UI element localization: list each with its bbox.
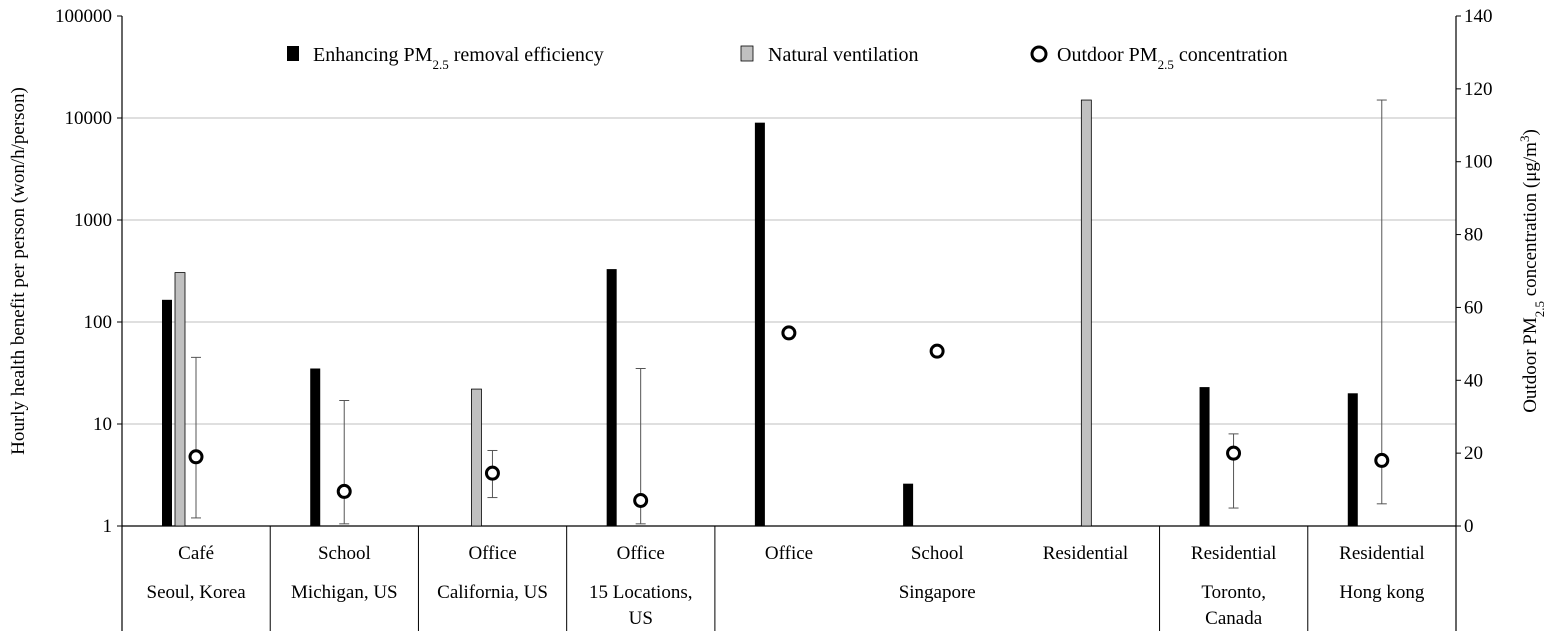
marker-outdoor (1374, 452, 1390, 468)
y-left-tick-label: 10000 (65, 108, 113, 129)
location-label: Toronto, (1201, 582, 1266, 603)
y-right-tick-label: 40 (1464, 370, 1483, 391)
location-label: Singapore (899, 582, 976, 603)
y-right-tick-label: 100 (1464, 152, 1493, 173)
legend-swatch-natural (740, 45, 754, 62)
y-left-tick-label: 1000 (74, 210, 112, 231)
category-label: Café (178, 543, 214, 564)
bar-natural (471, 388, 482, 527)
category-label: Office (468, 543, 516, 564)
bar-enhancing (754, 122, 765, 526)
location-label: Seoul, Korea (147, 582, 247, 603)
legend-swatch-enhancing (287, 46, 299, 61)
marker-outdoor (929, 343, 945, 359)
y-left-tick-label: 100 (84, 312, 113, 333)
y-right-tick-label: 120 (1464, 79, 1493, 100)
y-right-tick-label: 140 (1464, 6, 1493, 27)
marker-outdoor (633, 493, 649, 508)
bar-enhancing (310, 368, 321, 526)
y-right-axis-label: Outdoor PM2.5 concentration (μg/m3) (1517, 129, 1547, 413)
location-label: Canada (1205, 608, 1263, 629)
y-left-axis-title: Hourly health benefit per person (won/h/… (8, 87, 29, 455)
y-right-tick-label: 20 (1464, 443, 1483, 464)
marker-outdoor (781, 325, 797, 341)
y-right-axis-title: Outdoor PM2.5 concentration (μg/m3) (1517, 129, 1547, 413)
y-left-tick-label: 100000 (55, 6, 112, 27)
bar-enhancing (606, 269, 617, 526)
bar-enhancing (903, 483, 914, 526)
marker-outdoor (188, 449, 204, 465)
location-label: Hong kong (1339, 582, 1424, 603)
legend-marker-outdoor (1030, 45, 1048, 63)
bar-enhancing (1347, 393, 1358, 526)
bar-enhancing (162, 299, 172, 526)
legend-label-natural: Natural ventilation (768, 44, 919, 66)
y-left-tick-label: 1 (103, 516, 113, 537)
location-label: US (629, 608, 653, 629)
location-label: 15 Locations, (589, 582, 692, 603)
category-label: Office (765, 543, 813, 564)
legend-label-outdoor: Outdoor PM2.5 concentration (1057, 44, 1288, 72)
y-right-tick-label: 0 (1464, 516, 1474, 537)
location-label: Michigan, US (291, 582, 398, 603)
category-label: Residential (1043, 543, 1128, 564)
category-label: Office (617, 543, 665, 564)
bar-natural (1080, 99, 1092, 527)
y-left-axis-label: Hourly health benefit per person (won/h/… (8, 87, 29, 455)
category-label: Residential (1339, 543, 1424, 564)
bar-enhancing (1199, 387, 1210, 526)
marker-outdoor (336, 483, 352, 499)
marker-outdoor (484, 465, 500, 481)
location-label: California, US (437, 582, 548, 603)
category-label: Residential (1191, 543, 1276, 564)
y-right-tick-label: 60 (1464, 297, 1483, 318)
bar-natural (174, 272, 186, 527)
legend-label-enhancing: Enhancing PM2.5 removal efficiency (313, 44, 604, 72)
y-right-tick-label: 80 (1464, 225, 1483, 246)
y-left-tick-label: 10 (93, 414, 112, 435)
category-label: School (911, 543, 964, 564)
marker-outdoor (1226, 445, 1242, 461)
category-label: School (318, 543, 371, 564)
